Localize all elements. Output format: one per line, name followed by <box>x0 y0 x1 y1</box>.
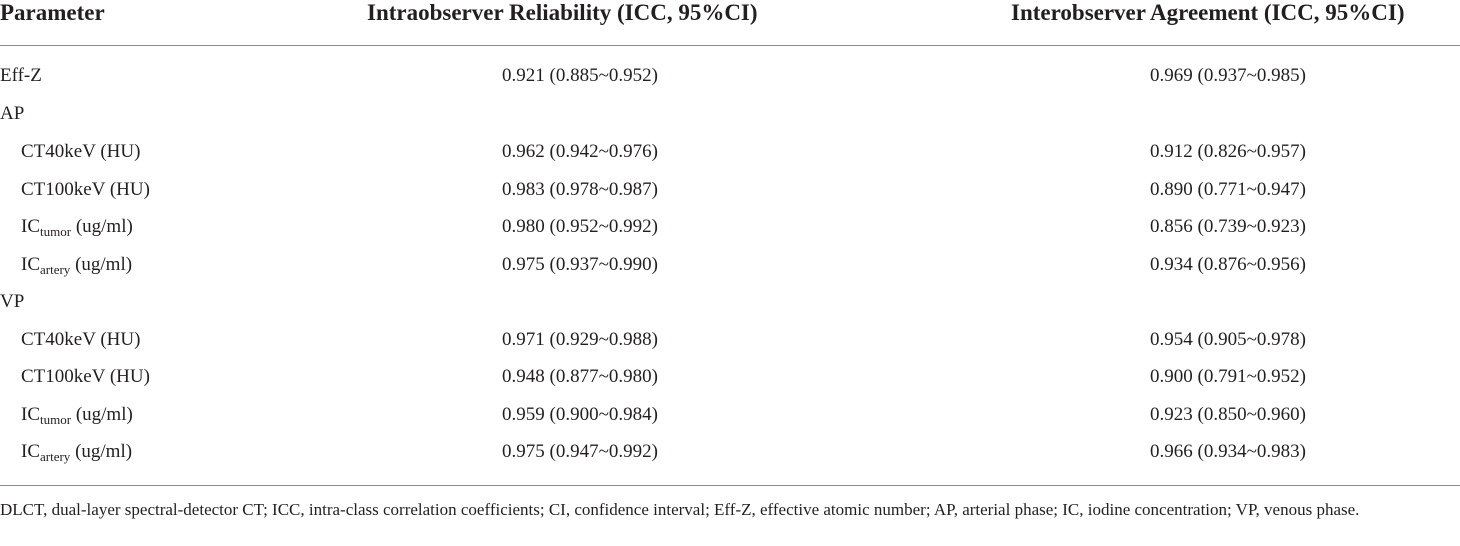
row-intra-icc: 0.959 (0.900~0.984) <box>502 404 658 425</box>
row-intra-icc: 0.948 (0.877~0.980) <box>502 366 658 387</box>
row-parameter-subscript: tumor <box>40 224 72 239</box>
row-intra-icc: 0.975 (0.937~0.990) <box>502 254 658 275</box>
row-inter-icc: 0.934 (0.876~0.956) <box>1150 254 1306 275</box>
row-inter-icc: 0.969 (0.937~0.985) <box>1150 65 1306 86</box>
row-inter-icc: 0.890 (0.771~0.947) <box>1150 179 1306 200</box>
row-parameter: ICartery (ug/ml) <box>21 441 133 464</box>
row-inter-icc: 0.900 (0.791~0.952) <box>1150 366 1306 387</box>
row-parameter-subscript: artery <box>40 262 71 277</box>
row-intra-icc: 0.983 (0.978~0.987) <box>502 179 658 200</box>
row-parameter: Eff-Z <box>0 65 42 86</box>
header-divider <box>0 45 1460 46</box>
table-row: ICtumor (ug/ml) 0.959 (0.900~0.984) 0.92… <box>0 404 1460 434</box>
row-inter-icc: 0.856 (0.739~0.923) <box>1150 216 1306 237</box>
row-parameter: ICartery (ug/ml) <box>21 254 133 277</box>
row-intra-icc: 0.921 (0.885~0.952) <box>502 65 658 86</box>
row-intra-icc: 0.971 (0.929~0.988) <box>502 329 658 350</box>
row-inter-icc: 0.923 (0.850~0.960) <box>1150 404 1306 425</box>
table-row: CT40keV (HU) 0.962 (0.942~0.976) 0.912 (… <box>0 141 1460 171</box>
row-intra-icc: 0.980 (0.952~0.992) <box>502 216 658 237</box>
row-parameter: CT40keV (HU) <box>21 141 141 162</box>
table-header: Parameter Intraobserver Reliability (ICC… <box>0 0 1460 30</box>
table-bottom-divider <box>0 485 1460 486</box>
row-intra-icc: 0.975 (0.947~0.992) <box>502 441 658 462</box>
group-label-vp: VP <box>0 291 25 312</box>
header-intraobserver: Intraobserver Reliability (ICC, 95%CI) <box>367 0 758 25</box>
row-inter-icc: 0.912 (0.826~0.957) <box>1150 141 1306 162</box>
row-parameter: ICtumor (ug/ml) <box>21 216 133 239</box>
header-parameter: Parameter <box>0 0 105 25</box>
table-row: ICartery (ug/ml) 0.975 (0.937~0.990) 0.9… <box>0 254 1460 284</box>
row-parameter: ICtumor (ug/ml) <box>21 404 133 427</box>
table-group-row: AP <box>0 103 1460 133</box>
row-parameter: CT100keV (HU) <box>21 179 150 200</box>
row-intra-icc: 0.962 (0.942~0.976) <box>502 141 658 162</box>
group-label-ap: AP <box>0 103 25 124</box>
header-interobserver: Interobserver Agreement (ICC, 95%CI) <box>1011 0 1405 25</box>
row-inter-icc: 0.954 (0.905~0.978) <box>1150 329 1306 350</box>
table-footnote: DLCT, dual-layer spectral-detector CT; I… <box>0 500 1360 519</box>
table-row: ICartery (ug/ml) 0.975 (0.947~0.992) 0.9… <box>0 441 1460 471</box>
row-inter-icc: 0.966 (0.934~0.983) <box>1150 441 1306 462</box>
table-row: Eff-Z 0.921 (0.885~0.952) 0.969 (0.937~0… <box>0 65 1460 95</box>
row-parameter-subscript: artery <box>40 449 71 464</box>
table-row: CT100keV (HU) 0.983 (0.978~0.987) 0.890 … <box>0 179 1460 209</box>
table-group-row: VP <box>0 291 1460 321</box>
row-parameter: CT100keV (HU) <box>21 366 150 387</box>
table-row: CT100keV (HU) 0.948 (0.877~0.980) 0.900 … <box>0 366 1460 396</box>
row-parameter: CT40keV (HU) <box>21 329 141 350</box>
table-row: ICtumor (ug/ml) 0.980 (0.952~0.992) 0.85… <box>0 216 1460 246</box>
row-parameter-subscript: tumor <box>40 412 72 427</box>
table-row: CT40keV (HU) 0.971 (0.929~0.988) 0.954 (… <box>0 329 1460 359</box>
